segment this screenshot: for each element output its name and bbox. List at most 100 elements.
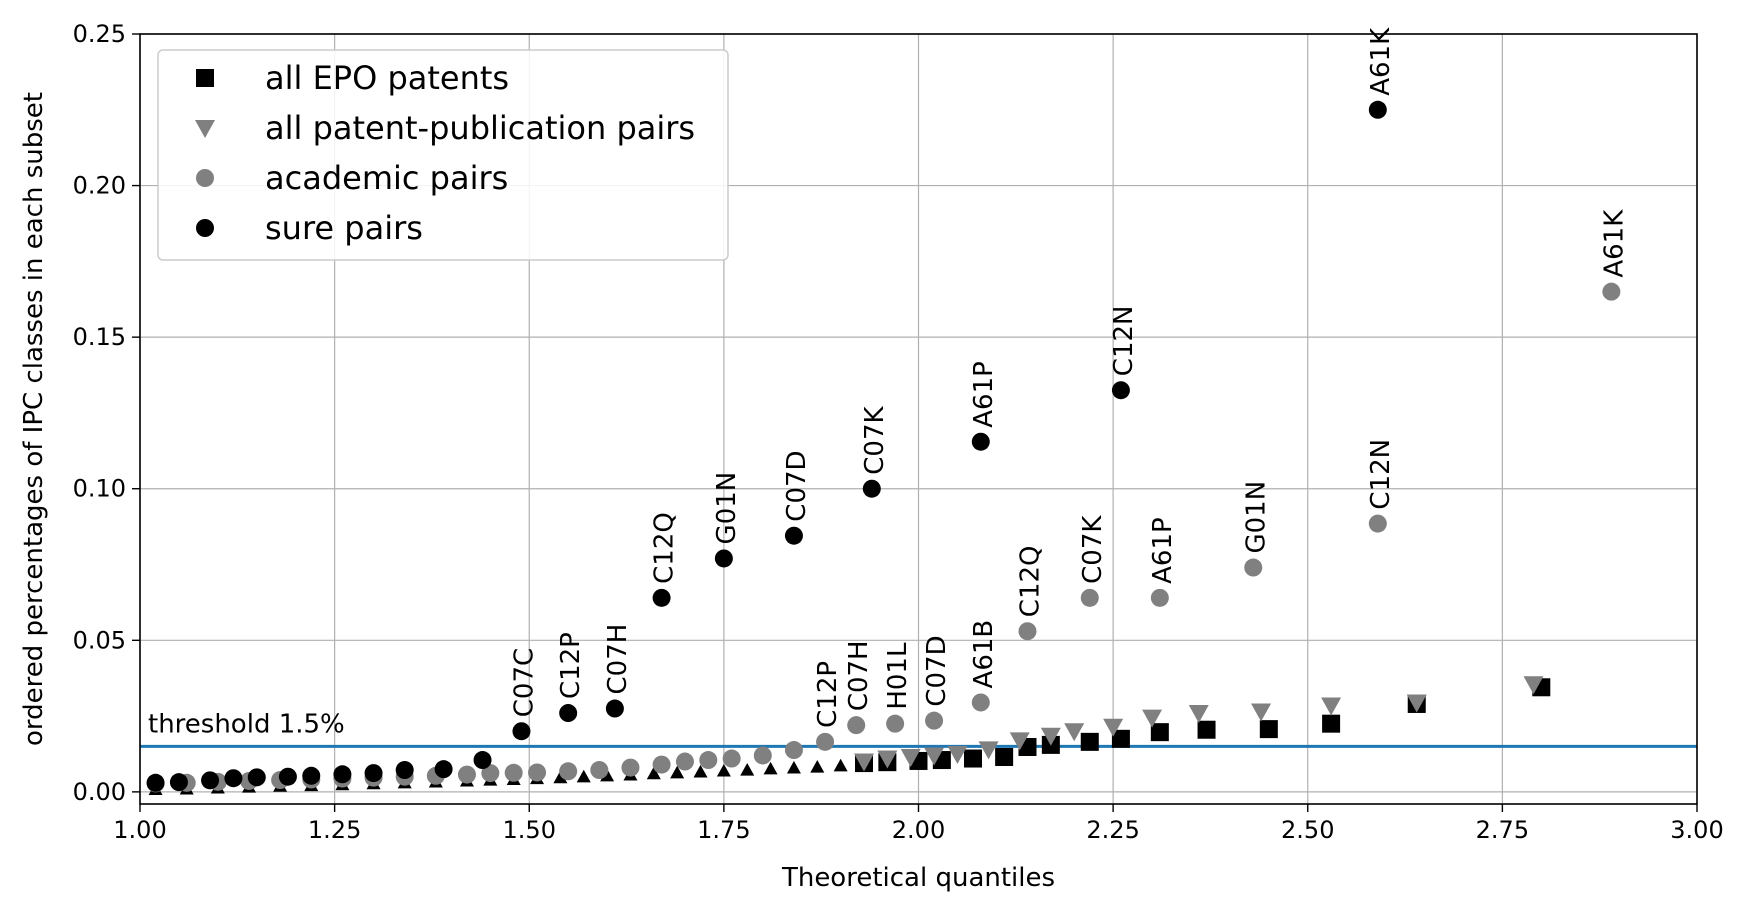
point-annotation: C07H — [844, 640, 874, 711]
data-point — [1018, 622, 1036, 640]
y-tick-label: 0.15 — [73, 323, 126, 351]
data-point — [1112, 381, 1130, 399]
data-point — [886, 715, 904, 733]
data-point — [396, 761, 414, 779]
data-point — [964, 750, 982, 768]
point-annotation: C12N — [1366, 439, 1396, 510]
point-annotation: C12P — [813, 661, 843, 728]
y-tick-label: 0.20 — [73, 172, 126, 200]
data-point — [302, 767, 320, 785]
legend-marker — [196, 69, 214, 87]
point-annotation: A61K — [1599, 209, 1629, 278]
data-point — [723, 750, 741, 768]
legend: all EPO patents all patent-publication pa… — [158, 50, 728, 260]
point-annotation: A61P — [1148, 517, 1178, 584]
data-point — [863, 480, 881, 498]
data-point — [512, 722, 530, 740]
data-point — [606, 700, 624, 718]
data-point — [474, 751, 492, 769]
data-point — [925, 712, 943, 730]
point-annotation: C07D — [782, 450, 812, 521]
background-point — [458, 766, 476, 784]
point-annotation: C07H — [603, 624, 633, 695]
data-point — [559, 704, 577, 722]
data-point — [1151, 589, 1169, 607]
data-point — [1602, 283, 1620, 301]
data-point — [653, 756, 671, 774]
data-point — [1198, 721, 1216, 739]
x-tick-label: 2.25 — [1086, 816, 1139, 844]
point-annotation: C12N — [1109, 306, 1139, 377]
data-point — [1244, 559, 1262, 577]
legend-marker — [196, 169, 214, 187]
data-point — [505, 764, 523, 782]
data-point — [1369, 101, 1387, 119]
x-tick-label: 1.50 — [503, 816, 556, 844]
point-annotation: C07C — [509, 648, 539, 717]
point-annotation: A61P — [969, 361, 999, 428]
y-tick-label: 0.25 — [73, 20, 126, 48]
data-point — [333, 765, 351, 783]
point-annotation: A61K — [1366, 27, 1396, 96]
data-point — [1081, 589, 1099, 607]
data-point — [559, 762, 577, 780]
legend-label: sure pairs — [265, 209, 423, 247]
data-point — [995, 748, 1013, 766]
data-point — [972, 433, 990, 451]
data-point — [1369, 515, 1387, 533]
data-point — [1151, 723, 1169, 741]
data-point — [435, 760, 453, 778]
point-annotation: C12Q — [1015, 546, 1045, 618]
point-annotation: G01N — [1241, 481, 1271, 554]
y-tick-label: 0.05 — [73, 626, 126, 654]
legend-marker — [196, 219, 214, 237]
data-point — [676, 753, 694, 771]
point-annotation: H01L — [883, 642, 913, 710]
point-annotation: C07K — [860, 405, 890, 474]
y-tick-label: 0.00 — [73, 778, 126, 806]
x-tick-label: 1.00 — [113, 816, 166, 844]
data-point — [201, 771, 219, 789]
legend-label: academic pairs — [265, 159, 508, 197]
point-annotation: C12P — [556, 632, 586, 699]
data-point — [1081, 733, 1099, 751]
data-point — [715, 549, 733, 567]
data-point — [365, 764, 383, 782]
data-point — [1260, 720, 1278, 738]
data-point — [972, 693, 990, 711]
y-axis-label: ordered percentages of IPC classes in ea… — [19, 92, 49, 746]
data-point — [170, 773, 188, 791]
data-point — [699, 751, 717, 769]
point-annotation: C07K — [1078, 515, 1108, 584]
data-point — [147, 774, 165, 792]
data-point — [785, 741, 803, 759]
data-point — [621, 759, 639, 777]
x-tick-label: 3.00 — [1670, 816, 1723, 844]
y-tick-label: 0.10 — [73, 475, 126, 503]
x-tick-label: 2.75 — [1476, 816, 1529, 844]
legend-label: all patent-publication pairs — [265, 109, 695, 147]
data-point — [279, 768, 297, 786]
x-tick-label: 2.00 — [892, 816, 945, 844]
x-tick-label: 2.50 — [1281, 816, 1334, 844]
point-annotation: C07D — [922, 635, 952, 706]
data-point — [1322, 715, 1340, 733]
data-point — [816, 733, 834, 751]
point-annotation: G01N — [712, 472, 742, 545]
data-point — [224, 769, 242, 787]
threshold-label: threshold 1.5% — [148, 709, 345, 739]
data-point — [590, 761, 608, 779]
point-annotation: C12Q — [650, 512, 680, 584]
data-point — [754, 746, 772, 764]
data-point — [847, 716, 865, 734]
x-tick-label: 1.75 — [697, 816, 750, 844]
x-tick-label: 1.25 — [308, 816, 361, 844]
data-point — [653, 589, 671, 607]
data-point — [528, 763, 546, 781]
legend-label: all EPO patents — [265, 59, 509, 97]
x-axis-label: Theoretical quantiles — [781, 863, 1055, 893]
data-point — [785, 527, 803, 545]
data-point — [248, 768, 266, 786]
point-annotation: A61B — [969, 620, 999, 689]
